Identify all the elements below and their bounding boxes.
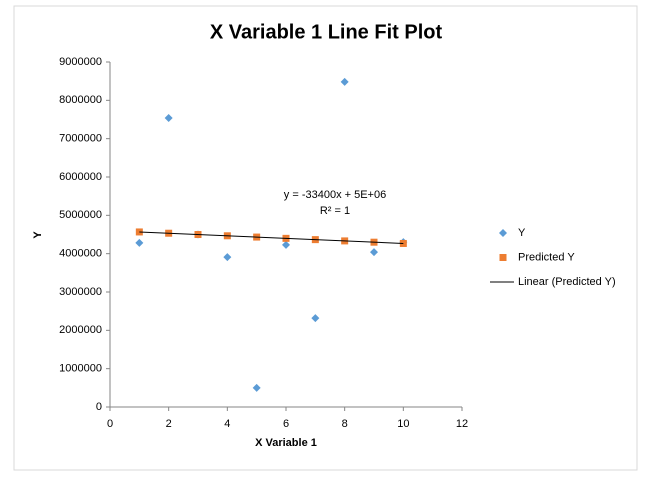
trendline-equation: y = -33400x + 5E+06 <box>284 189 386 201</box>
trendline <box>139 231 404 244</box>
point <box>135 238 144 247</box>
point <box>164 113 173 122</box>
legend-swatch <box>499 229 507 237</box>
point <box>370 248 378 257</box>
y-tick-label: 2000000 <box>59 324 102 336</box>
point <box>311 314 320 323</box>
chart-border <box>13 5 638 471</box>
legend-label: Linear (Predicted Y) <box>518 276 616 288</box>
y-tick-label: 5000000 <box>59 209 102 221</box>
chart-title: X Variable 1 Line Fit Plot <box>210 21 443 43</box>
point <box>282 240 290 249</box>
x-tick-label: 4 <box>224 418 230 430</box>
y-tick-label: 3000000 <box>59 286 102 298</box>
x-tick-label: 0 <box>107 418 113 430</box>
y-tick-label: 6000000 <box>59 171 102 183</box>
legend-swatch <box>499 254 507 261</box>
y-tick-label: 9000000 <box>59 56 102 68</box>
x-tick-label: 10 <box>397 418 409 430</box>
trendline-r2: R² = 1 <box>320 205 350 217</box>
x-axis-label: X Variable 1 <box>255 437 317 449</box>
x-tick-label: 8 <box>342 418 348 430</box>
x-tick-label: 12 <box>456 418 468 430</box>
y-tick-label: 7000000 <box>59 133 102 145</box>
y-axis-label: Y <box>32 231 44 239</box>
point <box>223 253 232 262</box>
x-tick-label: 2 <box>166 418 172 430</box>
y-tick-label: 0 <box>96 401 102 413</box>
legend-label: Predicted Y <box>518 251 575 263</box>
legend-label: Y <box>518 227 526 239</box>
y-tick-label: 8000000 <box>59 94 102 106</box>
y-tick-label: 1000000 <box>59 363 102 375</box>
y-tick-label: 4000000 <box>59 248 102 260</box>
point <box>252 383 261 392</box>
x-tick-label: 6 <box>283 418 289 430</box>
point <box>340 77 349 86</box>
